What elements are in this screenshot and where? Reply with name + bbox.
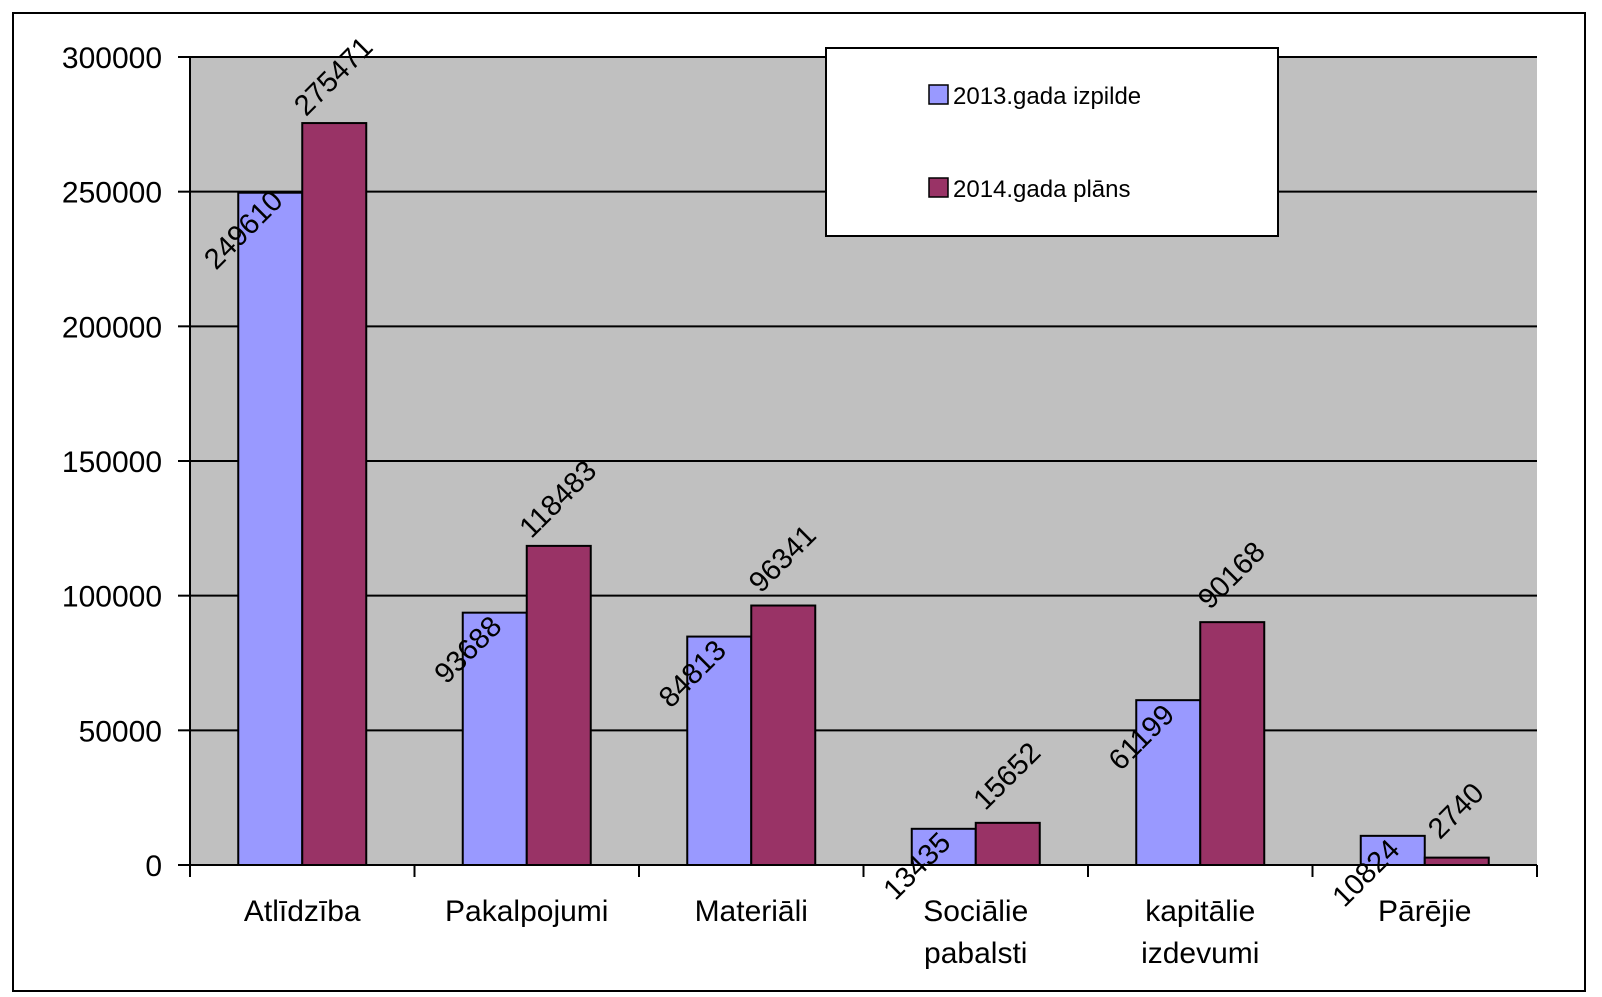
x-category-label-line: kapitālie — [1145, 895, 1255, 928]
bar — [750, 604, 817, 866]
bar — [910, 827, 977, 866]
y-tick-label: 150000 — [62, 446, 162, 479]
legend: 2013.gada izpilde 2014.gada plāns — [825, 47, 1279, 237]
x-category-label-line: pabalsti — [924, 937, 1027, 970]
x-category-label: Pārējie — [1378, 895, 1471, 928]
y-tick-label: 200000 — [62, 311, 162, 344]
y-tick-label: 100000 — [62, 581, 162, 614]
legend-box — [825, 47, 1279, 237]
x-category-label-line: Pārējie — [1378, 895, 1471, 928]
x-category-label: Materiāli — [695, 895, 808, 928]
legend-swatch — [928, 177, 949, 198]
x-category-label: Pakalpojumi — [445, 895, 608, 928]
y-tick-label: 300000 — [62, 42, 162, 75]
x-category-label-line: Atlīdzība — [244, 895, 361, 928]
x-category-label-line: Sociālie — [923, 895, 1028, 928]
legend-swatch — [928, 84, 949, 105]
x-category-label-line: Materiāli — [695, 895, 808, 928]
axes: 0 50000 100000 150000 200000 250000 300000 Atlī… — [62, 42, 1538, 970]
x-category-label: kapitālie izdevumi — [1141, 895, 1259, 970]
bar — [525, 544, 592, 867]
x-category-label: Atlīdzība — [244, 895, 361, 928]
x-category-label-line: Pakalpojumi — [445, 895, 608, 928]
y-tick-label: 0 — [145, 850, 162, 883]
bar — [1423, 856, 1490, 866]
bar — [1135, 699, 1202, 867]
bar — [1199, 621, 1266, 866]
bar — [686, 635, 753, 866]
y-tick-label: 250000 — [62, 177, 162, 210]
bar — [1359, 834, 1426, 866]
bar — [237, 191, 304, 867]
bar — [301, 122, 368, 867]
bar — [974, 821, 1041, 866]
y-tick-label: 50000 — [79, 715, 162, 748]
bar — [461, 611, 528, 866]
legend-label: 2014.gada plāns — [953, 176, 1131, 203]
x-category-label: Sociālie pabalsti — [923, 895, 1028, 970]
bars — [237, 122, 1490, 867]
x-category-label-line: izdevumi — [1141, 937, 1259, 970]
legend-label: 2013.gada izpilde — [953, 83, 1141, 110]
